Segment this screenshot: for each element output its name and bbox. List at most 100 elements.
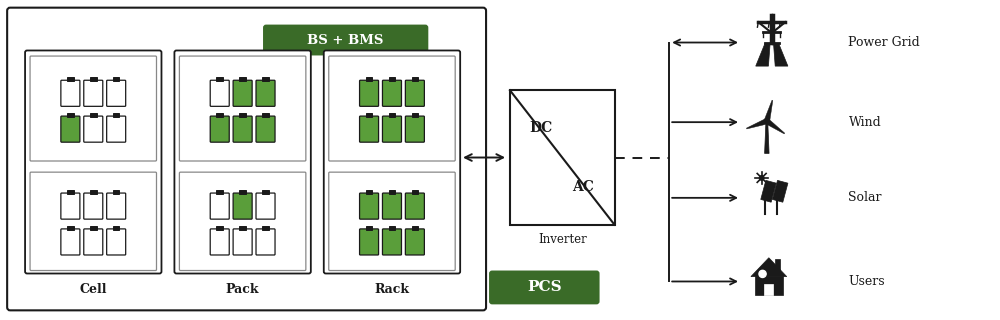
FancyBboxPatch shape xyxy=(61,193,80,219)
Bar xyxy=(216,113,223,117)
Bar xyxy=(412,226,418,230)
Bar xyxy=(90,113,97,117)
Bar xyxy=(775,259,780,270)
Bar xyxy=(90,77,97,81)
FancyBboxPatch shape xyxy=(360,116,379,142)
Text: Solar: Solar xyxy=(848,191,882,204)
FancyBboxPatch shape xyxy=(84,116,103,142)
FancyBboxPatch shape xyxy=(405,116,424,142)
FancyBboxPatch shape xyxy=(233,193,252,219)
Bar xyxy=(262,77,269,81)
Polygon shape xyxy=(765,119,785,134)
Bar xyxy=(366,190,372,194)
Bar xyxy=(113,190,119,194)
FancyBboxPatch shape xyxy=(382,193,401,219)
Polygon shape xyxy=(765,121,769,153)
Bar xyxy=(412,113,418,117)
FancyBboxPatch shape xyxy=(360,229,379,255)
Text: Power Grid: Power Grid xyxy=(848,36,920,49)
Bar xyxy=(366,226,372,230)
Bar xyxy=(389,113,395,117)
FancyBboxPatch shape xyxy=(329,56,455,161)
Bar xyxy=(412,190,418,194)
Bar xyxy=(262,190,269,194)
Bar xyxy=(67,113,74,117)
FancyBboxPatch shape xyxy=(179,56,306,161)
FancyBboxPatch shape xyxy=(107,229,126,255)
Polygon shape xyxy=(751,258,787,276)
FancyBboxPatch shape xyxy=(360,80,379,106)
Bar xyxy=(67,226,74,230)
Polygon shape xyxy=(756,43,770,66)
FancyBboxPatch shape xyxy=(7,8,486,310)
Text: DC: DC xyxy=(530,121,553,135)
Polygon shape xyxy=(746,118,768,129)
Bar xyxy=(216,77,223,81)
Bar xyxy=(239,77,246,81)
FancyBboxPatch shape xyxy=(405,80,424,106)
Bar xyxy=(389,77,395,81)
FancyBboxPatch shape xyxy=(489,270,600,304)
FancyBboxPatch shape xyxy=(174,51,311,274)
FancyBboxPatch shape xyxy=(210,80,229,106)
FancyBboxPatch shape xyxy=(405,193,424,219)
Bar xyxy=(755,276,783,294)
FancyBboxPatch shape xyxy=(61,229,80,255)
Bar xyxy=(239,226,246,230)
Bar xyxy=(67,190,74,194)
FancyBboxPatch shape xyxy=(256,193,275,219)
Bar xyxy=(262,226,269,230)
FancyBboxPatch shape xyxy=(329,172,455,270)
Polygon shape xyxy=(764,100,773,122)
Bar xyxy=(113,77,119,81)
Bar xyxy=(366,113,372,117)
FancyBboxPatch shape xyxy=(84,229,103,255)
FancyBboxPatch shape xyxy=(256,116,275,142)
Bar xyxy=(389,226,395,230)
Bar xyxy=(412,77,418,81)
Text: Inverter: Inverter xyxy=(538,233,587,246)
Bar xyxy=(366,77,372,81)
FancyBboxPatch shape xyxy=(210,116,229,142)
Text: Rack: Rack xyxy=(374,283,409,296)
Bar xyxy=(389,190,395,194)
Bar xyxy=(216,190,223,194)
Text: Cell: Cell xyxy=(80,283,107,296)
Bar xyxy=(216,226,223,230)
FancyBboxPatch shape xyxy=(210,193,229,219)
FancyBboxPatch shape xyxy=(25,51,161,274)
Bar xyxy=(262,113,269,117)
Bar xyxy=(90,190,97,194)
Text: Pack: Pack xyxy=(226,283,259,296)
FancyBboxPatch shape xyxy=(107,80,126,106)
FancyBboxPatch shape xyxy=(233,80,252,106)
FancyBboxPatch shape xyxy=(405,229,424,255)
FancyBboxPatch shape xyxy=(84,80,103,106)
FancyBboxPatch shape xyxy=(233,116,252,142)
Text: PCS: PCS xyxy=(527,280,562,294)
FancyBboxPatch shape xyxy=(233,229,252,255)
Polygon shape xyxy=(772,180,788,202)
Bar xyxy=(239,113,246,117)
Text: AC: AC xyxy=(572,180,594,194)
Bar xyxy=(113,226,119,230)
FancyBboxPatch shape xyxy=(263,25,428,55)
FancyBboxPatch shape xyxy=(30,56,156,161)
Bar xyxy=(90,226,97,230)
FancyBboxPatch shape xyxy=(210,229,229,255)
Text: Users: Users xyxy=(848,275,885,288)
FancyBboxPatch shape xyxy=(382,229,401,255)
FancyBboxPatch shape xyxy=(84,193,103,219)
FancyBboxPatch shape xyxy=(324,51,460,274)
FancyBboxPatch shape xyxy=(107,116,126,142)
Circle shape xyxy=(765,119,769,124)
FancyBboxPatch shape xyxy=(107,193,126,219)
Bar xyxy=(510,90,615,225)
FancyBboxPatch shape xyxy=(30,172,156,270)
FancyBboxPatch shape xyxy=(61,80,80,106)
Polygon shape xyxy=(761,180,776,202)
Bar xyxy=(113,113,119,117)
Bar xyxy=(67,77,74,81)
Bar xyxy=(764,284,773,294)
FancyBboxPatch shape xyxy=(256,80,275,106)
